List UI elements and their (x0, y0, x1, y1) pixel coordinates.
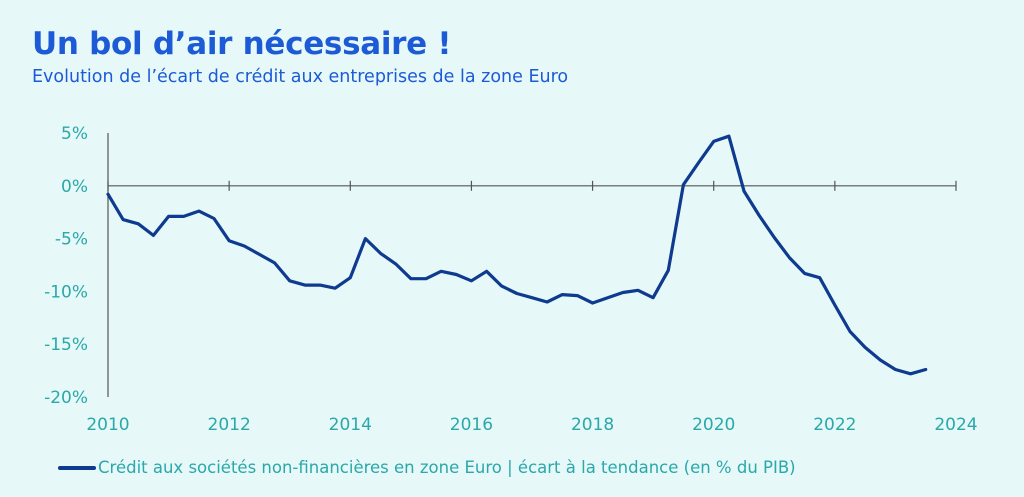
y-tick-label: 0% (61, 177, 88, 197)
legend-swatch (58, 465, 96, 470)
x-tick-label: 2020 (692, 415, 735, 435)
tick-labels: 5% 0% -5% -10% -15% -20% 2010 2012 2014 2016 2018 2… (44, 124, 978, 435)
x-tick-label: 2012 (208, 415, 251, 435)
y-tick-label: 5% (61, 124, 88, 144)
series-line-0 (106, 134, 928, 376)
x-tick-label: 2022 (813, 415, 856, 435)
chart-axes (107, 133, 957, 397)
y-tick-label: -5% (55, 230, 88, 250)
x-tick-label: 2024 (934, 415, 977, 435)
y-tick-label: -10% (44, 282, 88, 302)
x-tick-label: 2018 (571, 415, 614, 435)
y-tick-label: -20% (44, 388, 88, 408)
x-tick-label: 2014 (329, 415, 372, 435)
chart-legend: Crédit aux sociétés non-financières en z… (58, 458, 796, 477)
chart-subtitle: Evolution de l’écart de crédit aux entre… (32, 67, 569, 87)
y-tick-label: -15% (44, 335, 88, 355)
chart-title: Un bol d’air nécessaire ! (32, 26, 452, 62)
x-tick-label: 2010 (86, 415, 129, 435)
legend-label: Crédit aux sociétés non-financières en z… (98, 458, 796, 477)
series-lines (106, 134, 928, 376)
x-tick-label: 2016 (450, 415, 493, 435)
